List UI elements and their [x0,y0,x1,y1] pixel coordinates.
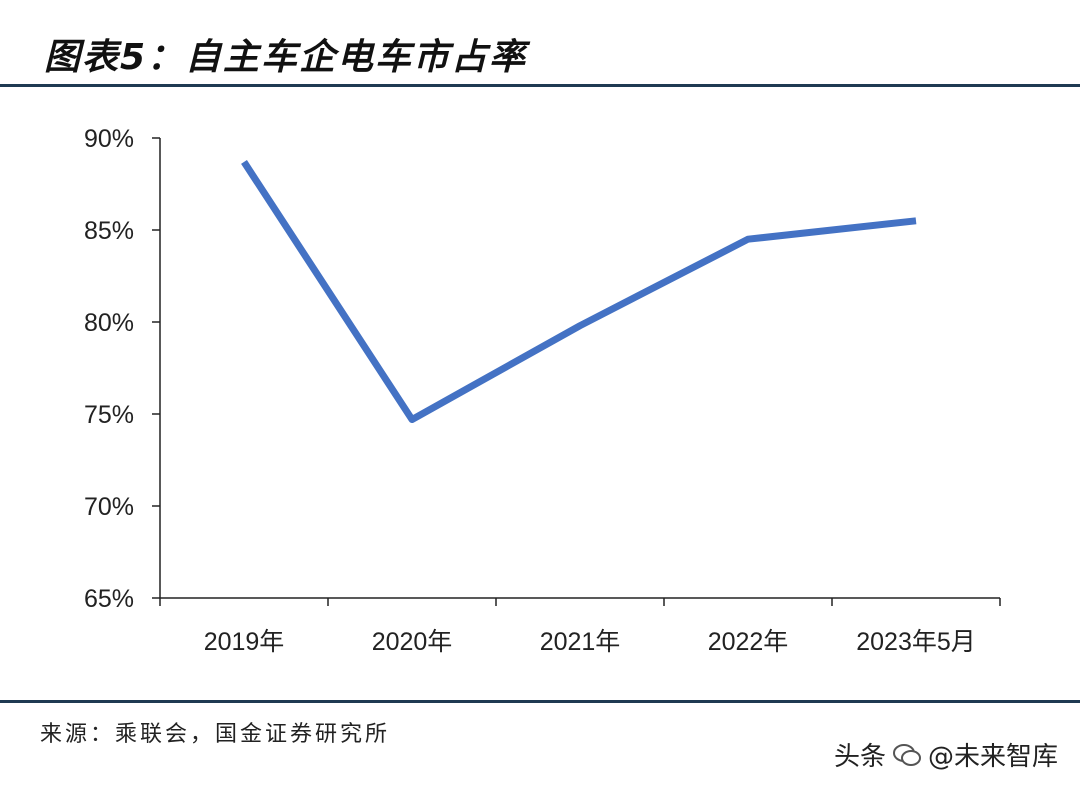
watermark-prefix: 头条 [833,742,886,772]
y-tick-label: 65% [84,585,134,613]
watermark: 头条 @未来智库 [834,736,1058,773]
x-tick-label: 2020年 [372,628,453,656]
series-group [241,160,917,424]
x-tick-label: 2022年 [708,628,789,656]
x-tick-label: 2021年 [540,628,621,656]
y-tick-label: 80% [84,309,134,337]
watermark-name: @未来智库 [927,742,1058,772]
chart-axes [159,138,1000,599]
x-tick-label: 2019年 [204,628,285,656]
series-line [241,160,917,424]
y-tick-label: 75% [84,401,134,429]
line-chart: 65%70%75%80%85%90% 2019年 2020年 2021年 2022年 2… [84,125,1001,656]
header-divider [0,84,1080,87]
footer-divider [0,700,1080,703]
y-axis-ticks: 65% 70% 75% 80% 85% 90% [84,125,160,613]
y-tick-label: 70% [84,493,134,521]
y-tick-label: 90% [84,125,134,153]
chart-title: 图表5：自主车企电车市占率 [44,37,528,78]
y-tick-label: 85% [84,217,134,245]
source-note: 来源：乘联会，国金证券研究所 [40,722,391,747]
x-axis-ticks: 2019年 2020年 2021年 2022年 2023年5月 [159,598,1001,656]
x-tick-label: 2023年5月 [856,628,976,656]
wechat-icon [892,743,921,766]
